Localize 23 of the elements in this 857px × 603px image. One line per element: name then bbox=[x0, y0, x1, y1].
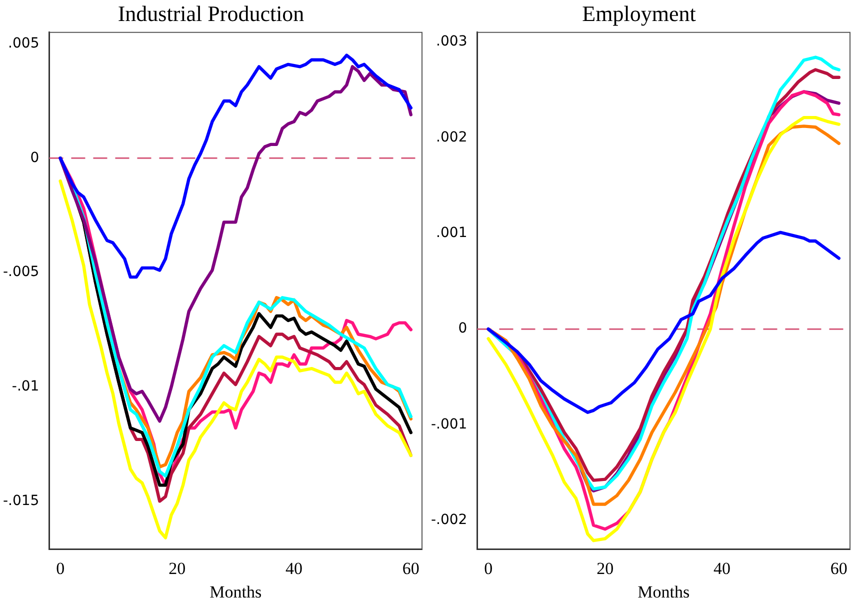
y-tick-label: -.001 bbox=[430, 416, 468, 432]
x-tick-label: 60 bbox=[830, 558, 848, 578]
y-tick-label: .001 bbox=[436, 225, 468, 242]
y-tick-label: 0 bbox=[30, 150, 40, 166]
y-tick-label: -.002 bbox=[430, 512, 468, 528]
x-tick-label: 40 bbox=[286, 558, 303, 578]
x-axis-title: Months bbox=[638, 582, 690, 602]
chart-title: Industrial Production bbox=[118, 0, 304, 26]
y-tick-label: .005 bbox=[8, 35, 40, 52]
x-axis-title: Months bbox=[210, 582, 262, 602]
y-tick-label: .003 bbox=[436, 34, 468, 50]
x-tick-label: 20 bbox=[596, 558, 614, 578]
y-tick-label: .002 bbox=[436, 129, 468, 146]
y-tick-label: -.015 bbox=[2, 492, 40, 509]
y-tick-label: 0 bbox=[458, 320, 468, 337]
x-tick-label: 60 bbox=[402, 558, 420, 578]
x-tick-label: 0 bbox=[484, 558, 493, 578]
x-tick-label: 20 bbox=[168, 558, 186, 578]
x-tick-label: 40 bbox=[714, 558, 731, 578]
x-tick-label: 0 bbox=[56, 558, 65, 578]
y-tick-label: -.01 bbox=[12, 378, 40, 394]
y-tick-label: -.005 bbox=[2, 264, 40, 280]
chart-title: Employment bbox=[582, 0, 696, 26]
